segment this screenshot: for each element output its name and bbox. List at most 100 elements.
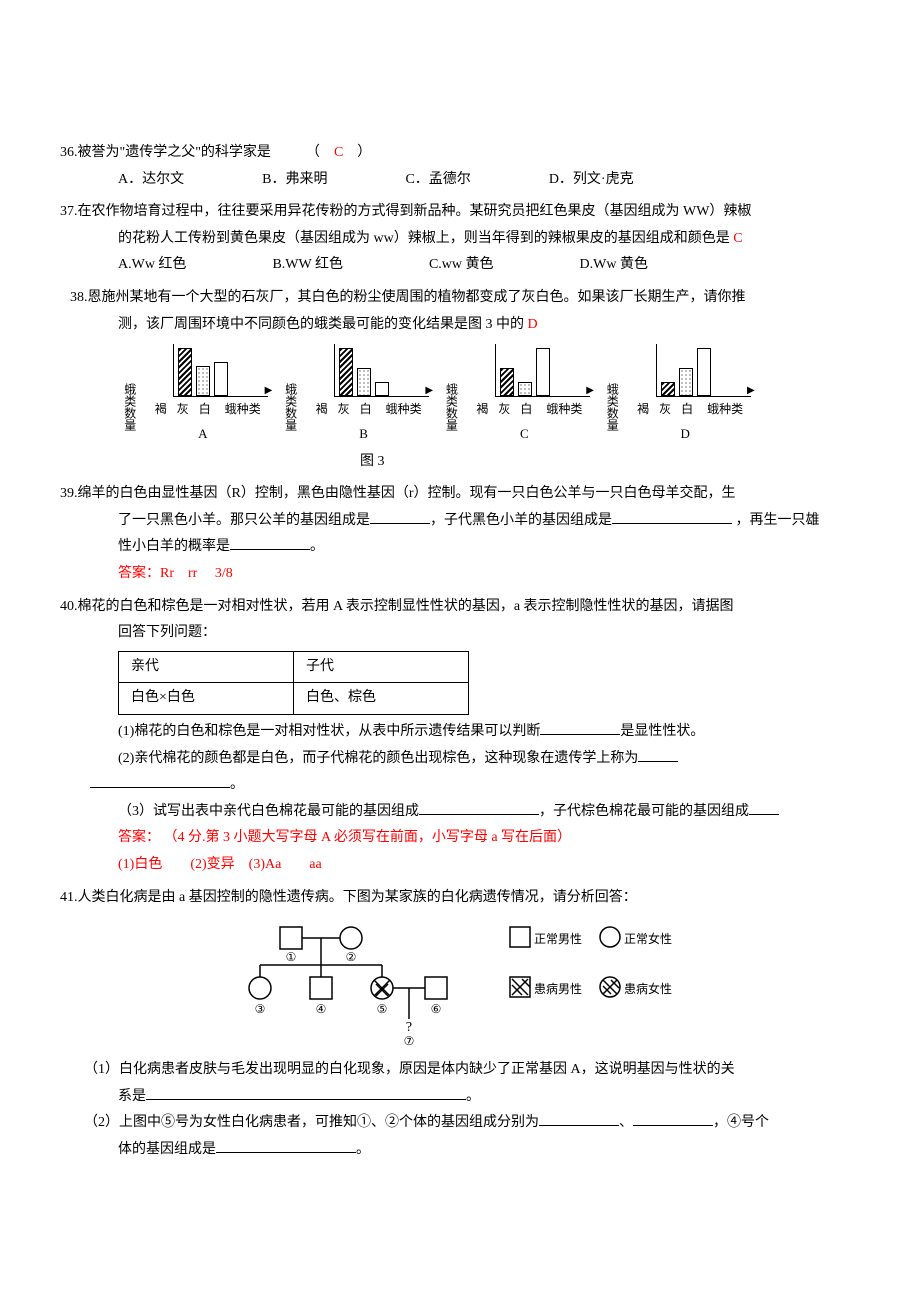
chart-C: 蛾类数量▶褐灰白蛾种类C bbox=[440, 344, 585, 446]
svg-text:患病女性: 患病女性 bbox=[624, 981, 672, 996]
q40-num: 40. bbox=[60, 599, 78, 614]
bar bbox=[697, 348, 711, 396]
q38-caption: 图 3 bbox=[60, 449, 860, 476]
bar bbox=[357, 368, 371, 396]
svg-text:⑤: ⑤ bbox=[377, 1002, 388, 1016]
blank bbox=[216, 1138, 356, 1153]
bar bbox=[679, 368, 693, 396]
svg-text:③: ③ bbox=[255, 1002, 266, 1016]
blank bbox=[638, 747, 678, 762]
bar bbox=[339, 348, 353, 396]
blank bbox=[230, 535, 310, 550]
svg-text:患病男性: 患病男性 bbox=[534, 981, 582, 996]
q41-sub1-line2: 系是。 bbox=[60, 1084, 860, 1111]
question-39: 39.绵羊的白色由显性基因（R）控制，黑色由隐性基因（r）控制。现有一只白色公羊… bbox=[60, 481, 860, 587]
svg-text:?: ? bbox=[406, 1020, 412, 1035]
blank bbox=[539, 1111, 619, 1126]
blank bbox=[540, 720, 620, 735]
q41-sub2-line2: 体的基因组成是。 bbox=[60, 1137, 860, 1164]
q36-opt-c: C．孟德尔 bbox=[405, 167, 470, 194]
q38-stem-2: 测，该厂周围环境中不同颜色的蛾类最可能的变化结果是图 3 中的 D bbox=[60, 312, 860, 339]
chart-ylabel: 蛾类数量 bbox=[118, 383, 141, 447]
q37-answer: C bbox=[733, 231, 742, 246]
q40-sub2-cont: 。 bbox=[60, 772, 860, 799]
svg-text:②: ② bbox=[346, 950, 357, 964]
chart-label: D bbox=[680, 422, 689, 447]
q41-sub1-line1: （1）白化病患者皮肤与毛发出现明显的白化现象，原因是体内缺少了正常基因 A，这说… bbox=[60, 1057, 860, 1084]
question-36: 36.被誉为"遗传学之父"的科学家是 （ C ） A．达尔文 B．弗来明 C．孟… bbox=[60, 140, 860, 193]
question-37: 37.在农作物培育过程中，往往要采用异花传粉的方式得到新品种。某研究员把红色果皮… bbox=[60, 199, 860, 279]
q41-stem: 41.人类白化病是由 a 基因控制的隐性遗传病。下图为某家族的白化病遗传情况，请… bbox=[60, 885, 860, 912]
q40-table: 亲代 子代 白色×白色 白色、棕色 bbox=[118, 651, 469, 715]
chart-label: B bbox=[359, 422, 368, 447]
q37-stem-2: 的花粉人工传粉到黄色果皮（基因组成为 ww）辣椒上，则当年得到的辣椒果皮的基因组… bbox=[60, 226, 860, 253]
tbl-r2: 白色、棕色 bbox=[294, 683, 469, 715]
blank bbox=[90, 773, 230, 788]
q40-answers: (1)白色 (2)变异 (3)Aa aa bbox=[60, 852, 860, 879]
q38-stem-1: 38.恩施州某地有一个大型的石灰厂，其白色的粉尘使周围的植物都变成了灰白色。如果… bbox=[60, 285, 860, 312]
q40-sub3: （3）试写出表中亲代白色棉花最可能的基因组成，子代棕色棉花最可能的基因组成 bbox=[60, 799, 860, 826]
q39-stem-2: 了一只黑色小羊。那只公羊的基因组成是，子代黑色小羊的基因组成是 ，再生一只雄 bbox=[60, 508, 860, 535]
blank bbox=[146, 1085, 466, 1100]
svg-text:⑥: ⑥ bbox=[431, 1002, 442, 1016]
chart-label: C bbox=[520, 422, 529, 447]
bar bbox=[500, 368, 514, 396]
bar bbox=[518, 382, 532, 396]
q38-charts: 蛾类数量▶褐灰白蛾种类A蛾类数量▶褐灰白蛾种类B蛾类数量▶褐灰白蛾种类C蛾类数量… bbox=[60, 344, 860, 446]
q41-num: 41. bbox=[60, 890, 78, 905]
blank bbox=[419, 800, 539, 815]
q40-sub2: (2)亲代棉花的颜色都是白色，而子代棉花的颜色出现棕色，这种现象在遗传学上称为 bbox=[60, 746, 860, 773]
q39-answer: 答案：Rr rr 3/8 bbox=[60, 561, 860, 588]
q36-stem: 36.被誉为"遗传学之父"的科学家是 （ C ） bbox=[60, 140, 860, 167]
blank bbox=[612, 509, 732, 524]
q37-options: A.Ww 红色 B.WW 红色 C.ww 黄色 D.Ww 黄色 bbox=[60, 252, 860, 279]
chart-B: 蛾类数量▶褐灰白蛾种类B bbox=[279, 344, 424, 446]
question-40: 40.棉花的白色和棕色是一对相对性状，若用 A 表示控制显性性状的基因，a 表示… bbox=[60, 594, 860, 879]
q40-answer-note: 答案： （4 分.第 3 小题大写字母 A 必须写在前面，小写字母 a 写在后面… bbox=[60, 825, 860, 852]
q37-opt-a: A.Ww 红色 bbox=[118, 252, 186, 279]
q41-sub2-line1: （2）上图中⑤号为女性白化病患者，可推知①、②个体的基因组成分别为、，④号个 bbox=[60, 1110, 860, 1137]
bar bbox=[536, 348, 550, 396]
q40-sub1: (1)棉花的白色和棕色是一对相对性状，从表中所示遗传结果可以判断是显性性状。 bbox=[60, 719, 860, 746]
q36-options: A．达尔文 B．弗来明 C．孟德尔 D．列文·虎克 bbox=[60, 167, 860, 194]
tbl-r1: 白色×白色 bbox=[119, 683, 294, 715]
bar bbox=[375, 382, 389, 396]
q36-opt-d: D．列文·虎克 bbox=[549, 167, 634, 194]
svg-text:①: ① bbox=[286, 950, 297, 964]
q36-opt-b: B．弗来明 bbox=[262, 167, 327, 194]
question-38: 38.恩施州某地有一个大型的石灰厂，其白色的粉尘使周围的植物都变成了灰白色。如果… bbox=[60, 285, 860, 475]
chart-ylabel: 蛾类数量 bbox=[440, 383, 463, 447]
q37-opt-b: B.WW 红色 bbox=[272, 252, 343, 279]
chart-ylabel: 蛾类数量 bbox=[279, 383, 302, 447]
svg-text:④: ④ bbox=[316, 1002, 327, 1016]
q39-num: 39. bbox=[60, 486, 78, 501]
svg-text:正常女性: 正常女性 bbox=[624, 931, 672, 946]
chart-D: 蛾类数量▶褐灰白蛾种类D bbox=[600, 344, 745, 446]
bar bbox=[214, 362, 228, 396]
bar bbox=[196, 366, 210, 396]
q37-opt-d: D.Ww 黄色 bbox=[580, 252, 648, 279]
bar bbox=[178, 348, 192, 396]
svg-text:正常男性: 正常男性 bbox=[534, 932, 582, 946]
q40-stem-2: 回答下列问题： bbox=[60, 620, 860, 647]
blank bbox=[749, 800, 779, 815]
q37-num: 37. bbox=[60, 204, 78, 219]
q41-pedigree: ① ② ③ ④ ⑤ ⑥ bbox=[60, 919, 860, 1049]
q38-num: 38. bbox=[70, 290, 88, 305]
pedigree-svg: ① ② ③ ④ ⑤ ⑥ bbox=[230, 919, 690, 1049]
chart-label: A bbox=[198, 422, 207, 447]
blank bbox=[370, 509, 430, 524]
q36-num: 36. bbox=[60, 145, 78, 160]
tbl-h2: 子代 bbox=[294, 651, 469, 683]
q38-answer: D bbox=[528, 317, 538, 332]
q37-stem-1: 37.在农作物培育过程中，往往要采用异花传粉的方式得到新品种。某研究员把红色果皮… bbox=[60, 199, 860, 226]
chart-A: 蛾类数量▶褐灰白蛾种类A bbox=[118, 344, 263, 446]
bar bbox=[661, 382, 675, 396]
blank bbox=[633, 1111, 713, 1126]
q39-stem-3: 性小白羊的概率是。 bbox=[60, 534, 860, 561]
q36-opt-a: A．达尔文 bbox=[118, 167, 184, 194]
tbl-h1: 亲代 bbox=[119, 651, 294, 683]
q36-answer: C bbox=[334, 145, 343, 160]
chart-ylabel: 蛾类数量 bbox=[600, 383, 623, 447]
svg-text:⑦: ⑦ bbox=[404, 1034, 415, 1048]
